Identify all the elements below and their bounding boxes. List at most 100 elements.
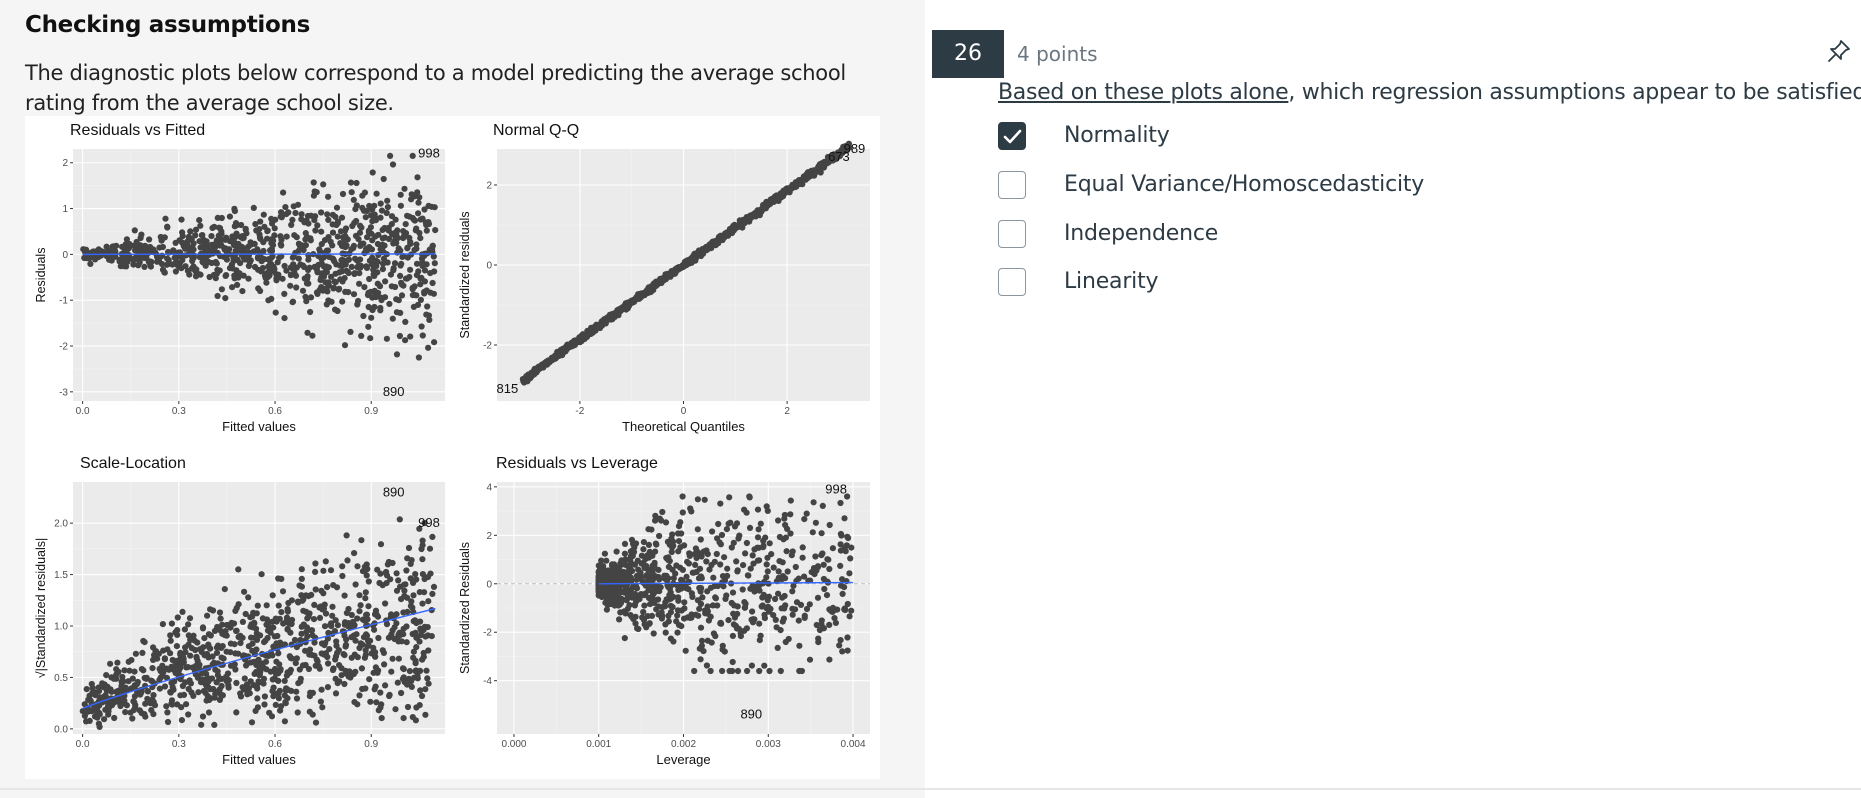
data-point — [416, 525, 423, 532]
data-point — [607, 574, 614, 581]
data-point — [381, 661, 388, 668]
data-point — [334, 220, 341, 227]
pin-icon[interactable] — [1826, 38, 1852, 64]
data-point — [351, 270, 358, 278]
data-point — [142, 713, 149, 720]
data-point — [233, 679, 240, 687]
data-point — [371, 303, 378, 311]
data-point — [692, 561, 699, 568]
data-point — [205, 631, 212, 638]
data-point — [101, 716, 108, 723]
data-point — [362, 214, 369, 221]
data-point — [747, 585, 754, 592]
data-point — [415, 354, 422, 361]
data-point — [149, 665, 156, 672]
data-point — [126, 667, 133, 674]
data-point — [357, 602, 364, 609]
data-point — [666, 557, 673, 565]
diagnostic-plots-figure: 0.0 0.3 0.6 0.9 2 1 0 -1 -2 -3 998 890 Residuals vs … — [25, 116, 880, 779]
data-point — [432, 227, 439, 234]
data-point — [113, 666, 120, 673]
data-point — [231, 208, 238, 215]
data-point — [324, 684, 331, 691]
data-point — [743, 625, 751, 632]
data-point — [787, 497, 794, 504]
data-point — [130, 707, 137, 714]
data-point — [328, 273, 335, 280]
data-point — [413, 260, 421, 267]
data-point — [212, 242, 219, 249]
data-point — [258, 571, 265, 578]
data-point — [195, 672, 202, 679]
y-tick-label: 0.5 — [54, 673, 68, 684]
data-point — [662, 621, 669, 628]
data-point — [302, 236, 309, 243]
data-point — [408, 196, 415, 203]
data-point — [829, 545, 837, 552]
option-checkbox[interactable] — [998, 268, 1026, 296]
data-point — [253, 646, 260, 653]
data-point — [189, 664, 196, 671]
data-point — [334, 233, 341, 240]
y-tick-label: 0.0 — [54, 724, 68, 735]
data-point — [395, 297, 402, 304]
diagnostic-plots-svg: 0.0 0.3 0.6 0.9 2 1 0 -1 -2 -3 998 890 Residuals vs … — [34, 122, 870, 767]
data-point — [403, 639, 410, 646]
data-point — [203, 650, 211, 658]
data-point — [839, 590, 846, 597]
data-point — [373, 611, 380, 619]
data-point — [339, 190, 347, 198]
data-point — [131, 668, 138, 675]
data-point — [319, 704, 326, 711]
data-point — [848, 607, 855, 614]
data-point — [373, 699, 380, 706]
data-point — [167, 688, 174, 696]
data-point — [267, 629, 274, 636]
data-point — [384, 259, 391, 266]
data-point — [730, 621, 738, 628]
point-label: 989 — [844, 141, 866, 156]
data-point — [350, 242, 357, 249]
data-point — [679, 493, 686, 500]
option-checkbox[interactable] — [998, 220, 1026, 248]
data-point — [655, 566, 662, 573]
point-label: 998 — [825, 481, 847, 496]
data-point — [332, 213, 339, 220]
data-point — [780, 536, 787, 543]
data-point — [388, 221, 395, 228]
data-point — [223, 254, 230, 261]
data-point — [248, 719, 256, 726]
data-point — [123, 236, 130, 243]
data-point — [172, 239, 179, 246]
y-tick-label: -2 — [483, 341, 492, 352]
data-point — [279, 588, 287, 595]
data-point — [395, 245, 402, 252]
data-point — [253, 227, 260, 234]
data-point — [389, 315, 396, 322]
data-point — [790, 582, 797, 589]
data-point — [159, 621, 166, 628]
data-point — [79, 708, 86, 715]
data-point — [134, 680, 141, 688]
data-point — [741, 506, 748, 513]
data-point — [781, 511, 789, 519]
data-point — [669, 538, 677, 545]
data-point — [765, 603, 772, 610]
data-point — [417, 235, 424, 242]
data-point — [837, 562, 844, 569]
data-point — [260, 675, 268, 682]
data-point — [370, 271, 377, 278]
data-point — [208, 259, 215, 267]
data-point — [361, 284, 368, 291]
data-point — [304, 275, 311, 283]
option-checkbox[interactable] — [998, 122, 1026, 150]
option-checkbox[interactable] — [998, 171, 1026, 199]
data-point — [254, 602, 261, 609]
data-point — [138, 231, 145, 238]
x-tick-label: 0.0 — [76, 406, 90, 417]
data-point — [377, 307, 384, 314]
data-point — [270, 624, 277, 631]
y-tick-label: -4 — [483, 676, 492, 687]
data-point — [424, 573, 432, 581]
data-point — [360, 207, 368, 214]
